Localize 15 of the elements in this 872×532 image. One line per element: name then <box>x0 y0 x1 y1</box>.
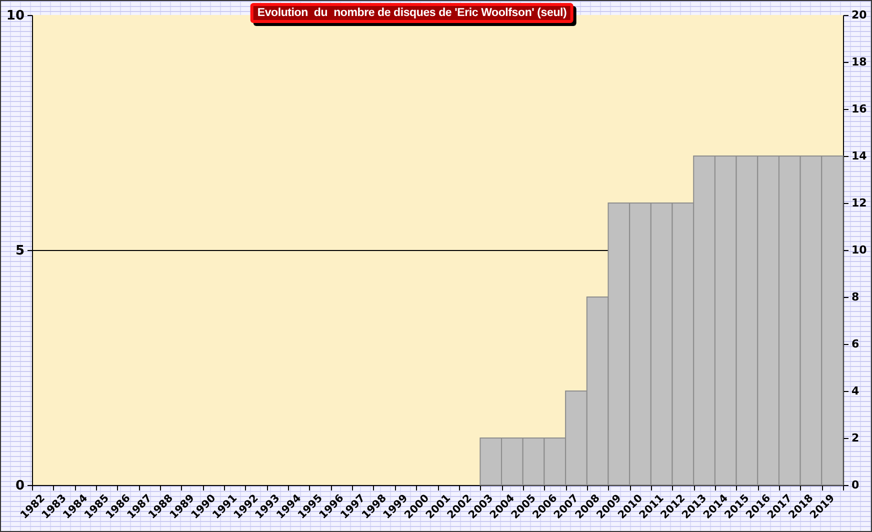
y2-tick-label: 14 <box>852 150 868 162</box>
y2-tick-label: 4 <box>852 384 860 398</box>
y2-tick-label: 20 <box>852 8 868 22</box>
y2-tick-label: 16 <box>852 102 868 116</box>
y2-tick-label: 0 <box>852 478 860 492</box>
y2-tick-label: 6 <box>852 338 860 350</box>
y2-tick-label: 2 <box>852 432 860 444</box>
y-tick-label: 5 <box>15 244 24 258</box>
y-tick-label: 0 <box>15 478 24 494</box>
y2-tick-label: 18 <box>852 56 867 68</box>
chart-title: Evolution du nombre de disques de 'Eric Woolfson' (seul) <box>250 3 574 23</box>
y-tick-label: 10 <box>6 8 24 24</box>
y2-tick-label: 8 <box>852 290 860 304</box>
y2-tick-label: 10 <box>852 244 868 256</box>
y2-tick-label: 12 <box>852 196 867 210</box>
